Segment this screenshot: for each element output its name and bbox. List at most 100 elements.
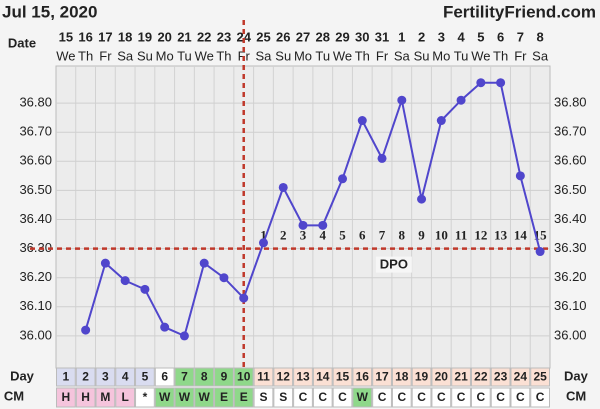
date-label: 8 [537,29,544,44]
cm-cell [510,387,531,408]
dpo-label: DPO [380,257,408,272]
date-label: 7 [517,29,524,44]
day-cell [233,367,254,387]
dpo-number: 3 [300,228,307,243]
weekday-label: Th [355,48,370,63]
temperature-point [397,95,407,105]
dpo-number: 14 [514,228,528,243]
cm-cell [372,387,392,408]
cm-value: C [299,390,308,404]
weekday-label: Th [216,48,231,63]
dpo-number: 6 [359,228,366,243]
y-tick-label: 36.30 [554,240,587,255]
date-label: 26 [276,29,290,44]
y-tick-label: 36.60 [19,153,52,168]
day-number: 6 [161,370,168,384]
temperature-point [456,95,466,105]
chart-title: Jul 15, 2020 [2,2,97,21]
cm-value: C [318,390,327,404]
cm-cell [490,387,511,408]
cm-cell [312,387,333,408]
day-number: 13 [296,370,310,384]
day-number: 23 [494,370,508,384]
cm-cell [174,387,195,408]
weekday-label: Sa [117,48,134,63]
cm-value: C [417,390,426,404]
y-tick-label: 36.10 [554,298,587,313]
day-label: Day [10,368,35,383]
cm-cell [411,387,432,408]
day-number: 3 [102,370,109,384]
day-cell [530,367,550,387]
date-label: 30 [355,29,369,44]
temperature-point [120,276,130,286]
weekday-label: We [195,48,214,63]
date-label: 4 [457,29,465,44]
cm-value: C [338,390,347,404]
weekday-label: Th [493,48,508,63]
date-label: 16 [78,29,92,44]
cm-cell [75,387,96,408]
day-number: 7 [181,370,188,384]
weekday-label: Th [78,48,93,63]
day-number: 17 [375,370,389,384]
y-tick-label: 36.70 [554,124,587,139]
dpo-number: 2 [280,228,287,243]
cm-cell [451,387,471,408]
cm-cell [214,387,234,408]
day-cell [214,367,234,387]
date-label: 29 [335,29,349,44]
date-label: 28 [316,29,330,44]
weekday-label: Tu [177,48,192,63]
day-number: 8 [201,370,208,384]
cm-value: * [143,390,148,404]
day-number: 22 [474,370,488,384]
y-tick-label: 36.80 [19,95,52,110]
date-label: 19 [138,29,152,44]
weekday-label: Tu [315,48,330,63]
day-number: 1 [63,370,70,384]
weekday-label: We [471,48,490,63]
temperature-point [239,293,249,303]
temperature-point [179,331,189,341]
weekday-label: Fr [514,48,527,63]
date-label: 23 [217,29,231,44]
y-tick-label: 36.00 [554,327,587,342]
date-label: 17 [98,29,112,44]
date-label: 25 [256,29,270,44]
day-number: 19 [415,370,429,384]
plot-background [55,65,551,369]
temperature-point [377,153,387,163]
date-label: 22 [197,29,211,44]
cm-cell [194,387,215,408]
y-tick-label: 36.60 [554,153,587,168]
cm-cell [233,387,254,408]
day-cell [490,367,511,387]
dpo-number: 10 [435,228,448,243]
day-number: 4 [122,370,129,384]
day-cell [75,367,96,387]
dpo-number: 8 [399,228,406,243]
cm-value: E [240,390,248,404]
weekday-label: Fr [99,48,112,63]
temperature-point [338,174,348,184]
day-number: 2 [82,370,89,384]
cm-value: H [81,390,90,404]
date-label: 27 [296,29,310,44]
temperature-point [436,116,446,126]
temperature-point [298,220,308,230]
date-label: 20 [157,29,171,44]
temperature-point [258,238,268,248]
y-tick-label: 36.50 [19,182,52,197]
temperature-point [318,220,328,230]
day-number: 15 [336,370,350,384]
day-cell [115,367,136,387]
day-cell [372,367,392,387]
cm-cell [95,387,116,408]
temperature-point [515,171,525,181]
date-label: Date [8,35,36,50]
day-number: 9 [221,370,228,384]
cm-value: E [220,390,228,404]
day-cell [411,367,432,387]
cm-value: W [357,390,369,404]
